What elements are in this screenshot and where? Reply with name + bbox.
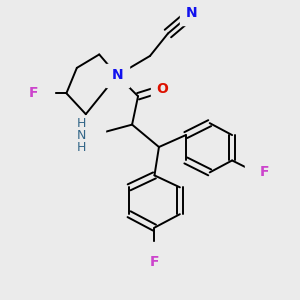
Text: F: F [29,86,38,100]
Bar [181,2,203,25]
Text: O: O [156,82,168,96]
Bar [151,77,173,100]
Text: F: F [260,165,270,179]
Bar [245,161,267,184]
Text: N: N [186,6,198,20]
Text: N: N [111,68,123,82]
Bar [106,64,128,87]
Text: F: F [150,255,159,269]
Bar [143,242,166,264]
Bar [31,82,54,105]
Bar [82,124,105,146]
Text: H
N
H: H N H [76,117,86,154]
